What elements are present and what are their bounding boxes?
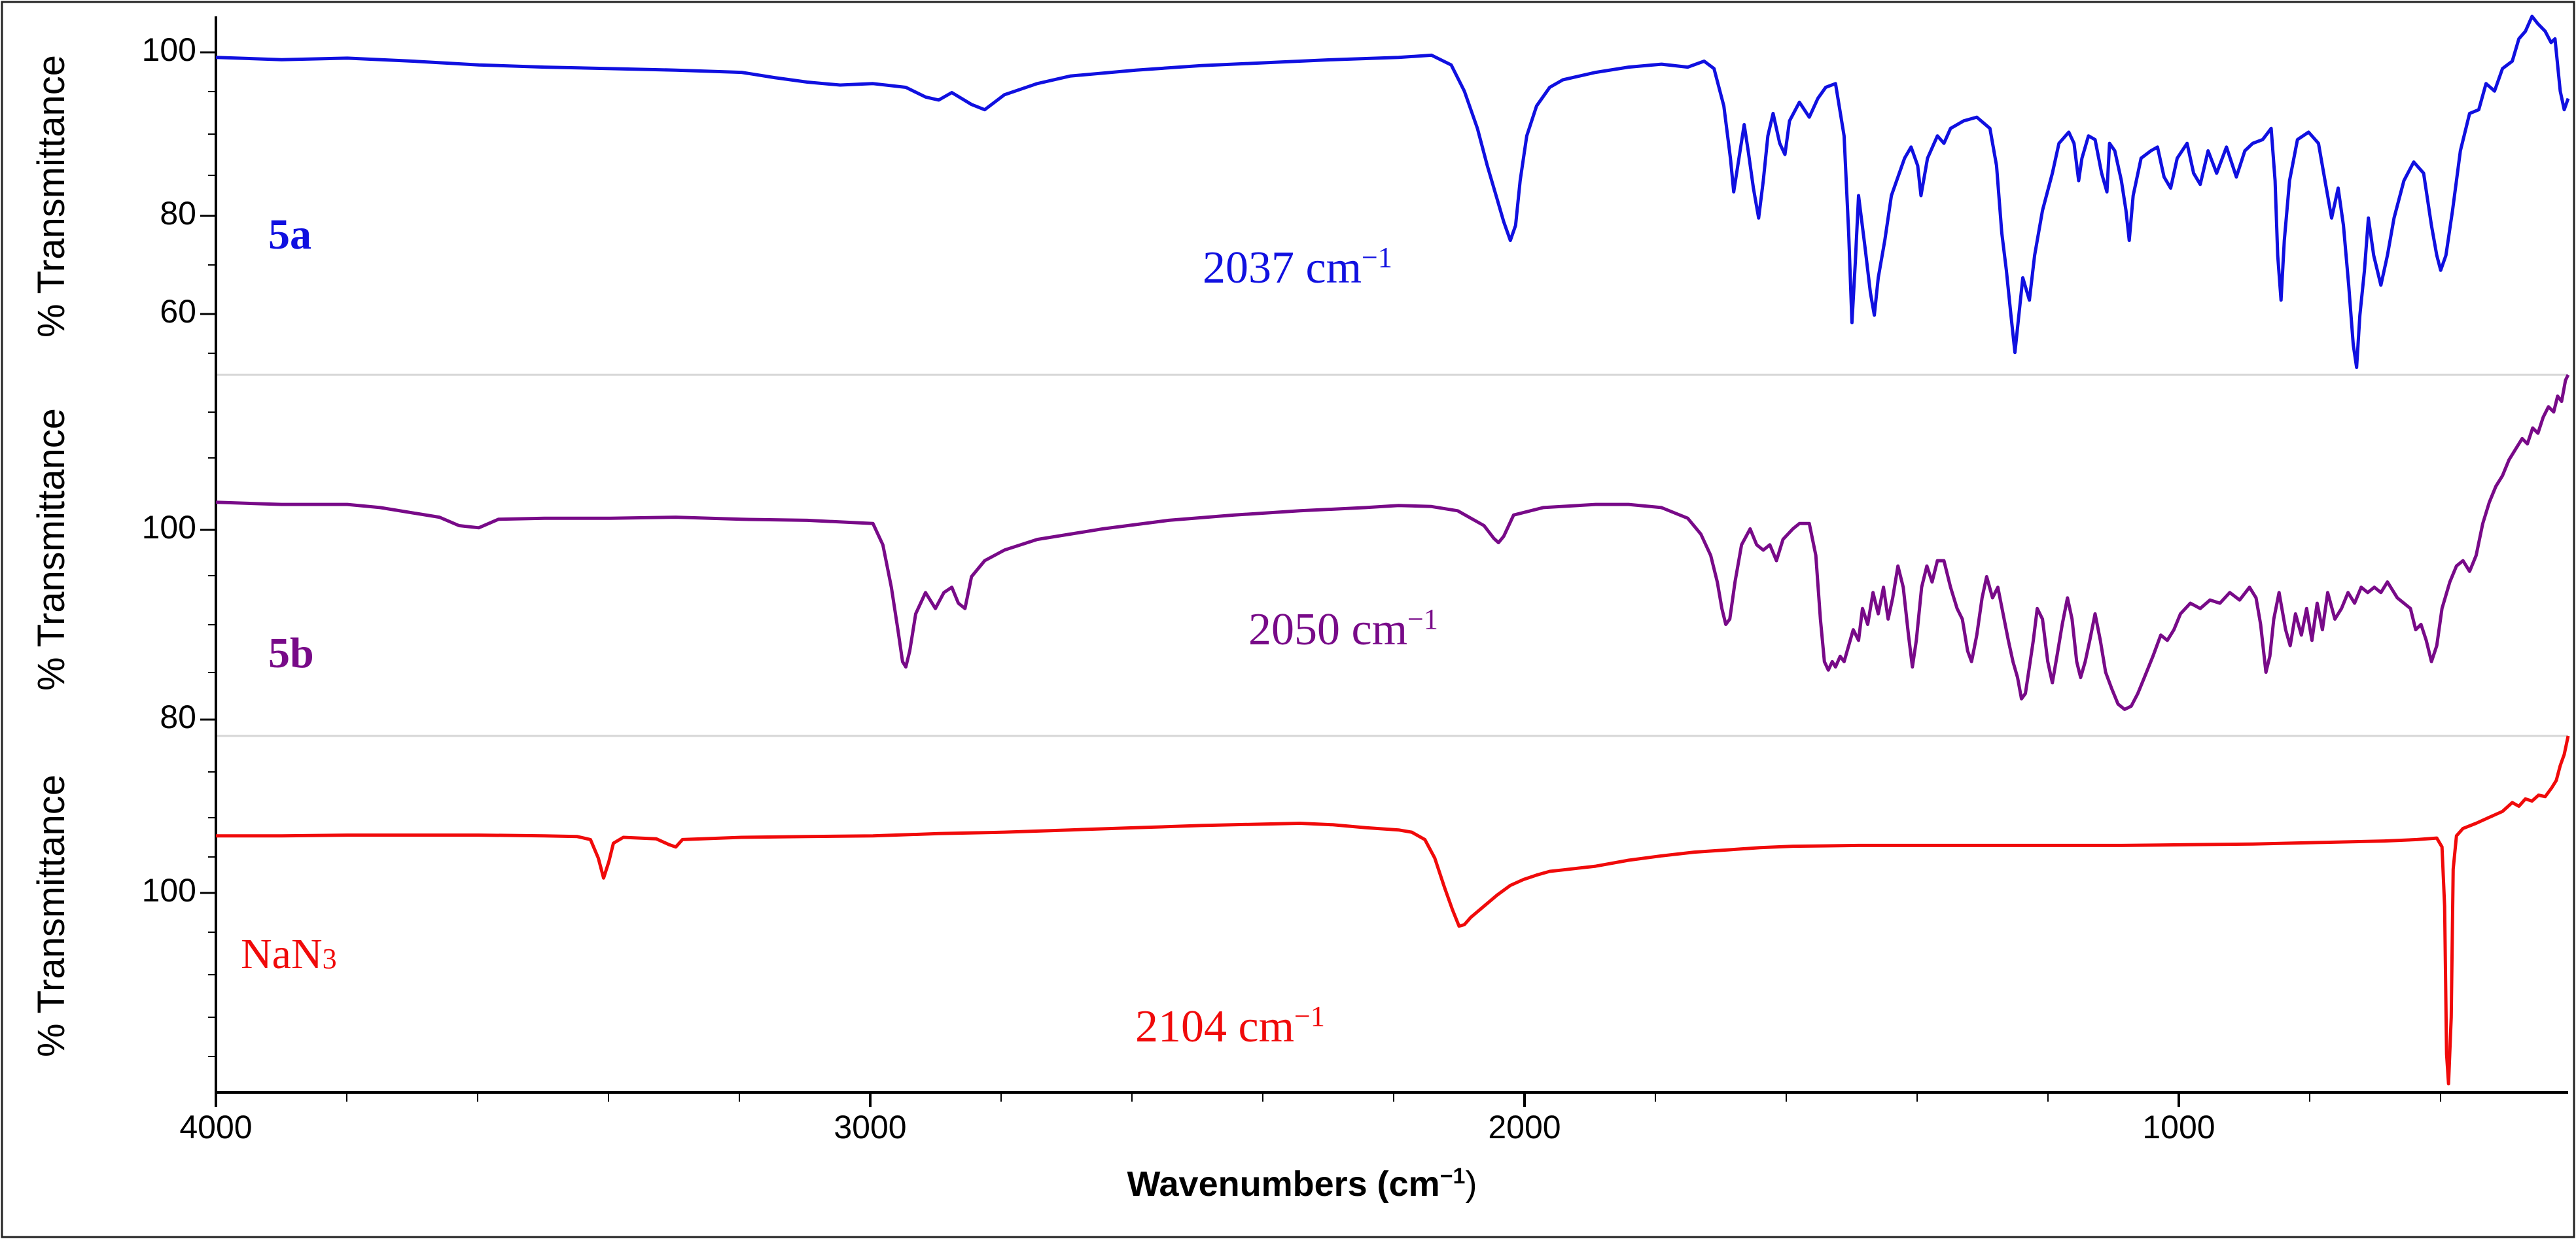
y-ticks-5b: 100 80 — [142, 411, 216, 735]
x-tick-label-2000: 2000 — [1488, 1109, 1561, 1145]
y-tick-label-5a-80: 80 — [160, 195, 196, 232]
peak-annotation-5a-number: 2037 — [1203, 243, 1294, 293]
y-tick-label-5b-80: 80 — [160, 699, 196, 735]
y-tick-label-5a-60: 60 — [160, 293, 196, 330]
peak-annotation-nan3: 2104 cm−1 — [1135, 1000, 1325, 1053]
spectrum-line-nan3 — [216, 735, 2570, 1086]
x-axis-label-superscript: −1 — [1440, 1164, 1466, 1189]
x-minor-ticks — [346, 1092, 2441, 1102]
series-label-5b: 5b — [268, 629, 314, 677]
peak-annotation-nan3-superscript: −1 — [1294, 1000, 1325, 1032]
spectrum-line-5b — [215, 374, 2570, 711]
peak-annotation-5b-superscript: −1 — [1407, 603, 1438, 635]
x-tick-label-4000: 4000 — [179, 1109, 252, 1145]
peak-annotation-nan3-unit: cm — [1227, 1002, 1294, 1052]
y-tick-label-5b-100: 100 — [142, 509, 196, 546]
y-ticks-5a: 100 80 60 — [142, 31, 216, 354]
y-tick-label-nan3-100: 100 — [142, 872, 196, 909]
x-axis-label: Wavenumbers (cm−1) — [1127, 1164, 1477, 1204]
y-tick-label-5a-100: 100 — [142, 31, 196, 68]
series-label-5a: 5a — [268, 211, 311, 258]
y-ticks-nan3: 100 — [142, 771, 216, 1057]
peak-annotation-nan3-number: 2104 — [1135, 1002, 1227, 1052]
peak-annotation-5a: 2037 cm−1 — [1203, 241, 1392, 294]
y-axis-label-5b: % Transmittance — [30, 408, 73, 691]
peak-annotation-5b-unit: cm — [1340, 604, 1407, 655]
series-label-nan3-subscript: 3 — [323, 943, 337, 975]
x-axis-label-close: ) — [1465, 1164, 1477, 1204]
peak-annotation-5b: 2050 cm−1 — [1248, 603, 1438, 655]
peak-annotation-5a-superscript: −1 — [1362, 241, 1392, 273]
peak-annotation-5b-number: 2050 — [1248, 604, 1340, 655]
series-label-nan3-main: NaN — [241, 930, 323, 978]
x-tick-label-3000: 3000 — [834, 1109, 906, 1145]
x-axis-label-main: Wavenumbers (cm — [1127, 1164, 1440, 1204]
peak-annotation-5a-unit: cm — [1294, 243, 1362, 293]
x-tick-label-1000: 1000 — [2142, 1109, 2215, 1145]
y-axis-label-5a: % Transmittance — [30, 55, 73, 338]
spectrum-line-5a — [215, 14, 2570, 370]
series-label-nan3: NaN3 — [241, 930, 337, 978]
y-axis-label-nan3: % Transmittance — [30, 775, 73, 1057]
x-ticks: 4000 3000 2000 1000 — [179, 1092, 2215, 1145]
